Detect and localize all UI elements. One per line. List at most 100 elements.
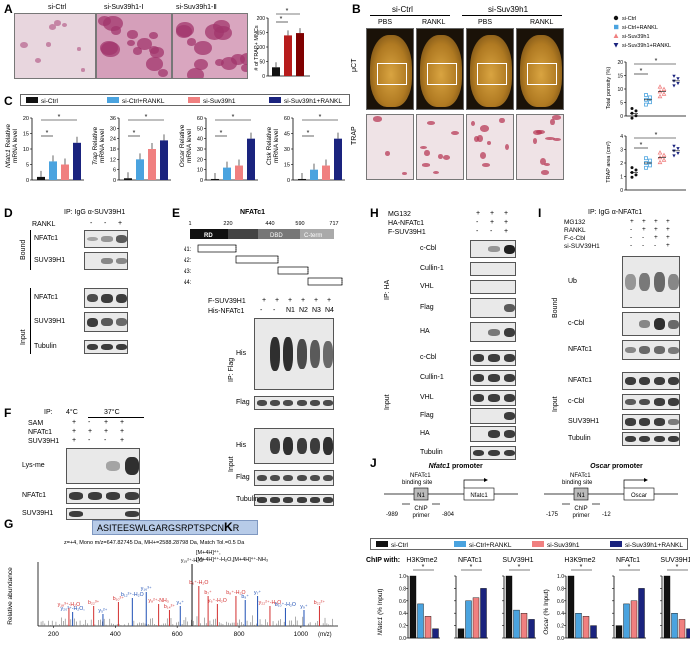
- j-legend-label: si-Suv39h1+RANKL: [625, 542, 683, 549]
- c-bar: [247, 138, 255, 180]
- f-suv-label: SUV39H1: [28, 438, 60, 445]
- i-band: [668, 435, 679, 443]
- h-blot-strip: [470, 426, 516, 442]
- e-blot-label: Flag: [236, 474, 250, 481]
- trap-cell: [241, 63, 247, 73]
- i-blot-label: c-Cbl: [568, 320, 585, 327]
- j-legend-swatch: [610, 541, 622, 547]
- c-bar: [334, 138, 342, 180]
- c-ytick-label: 30: [284, 147, 290, 153]
- j-map2-gene-label: Oscar: [631, 493, 647, 499]
- a-label-ctrl: si-Ctrl: [48, 4, 67, 11]
- h-band: [488, 394, 500, 402]
- h-ha-label: HA-NFATc1: [388, 220, 425, 227]
- e-band: [309, 339, 321, 369]
- b-traparea-ytick-label: 3: [620, 148, 623, 154]
- i-sign-mg: +: [630, 218, 634, 225]
- e-sign-his: N3: [312, 307, 321, 314]
- i-bound-label: Bound: [552, 297, 559, 318]
- trap-spot: [480, 152, 487, 160]
- h-sign-ha: -: [476, 219, 479, 226]
- b-traparea-sig-star: *: [640, 142, 643, 149]
- b-porosity-point: [644, 102, 648, 107]
- e-band: [309, 474, 321, 482]
- e-sign-fsuv: +: [314, 297, 319, 304]
- h-blot-strip: [470, 370, 516, 386]
- trap-cell: [62, 22, 68, 28]
- a-label-si1: si-Suv39h1-Ⅰ: [104, 4, 144, 11]
- d-blot-strip: [84, 340, 128, 354]
- j-bar: [480, 588, 487, 639]
- d-sign-3: +: [118, 220, 123, 227]
- e-sign-his: -: [260, 307, 263, 314]
- j-bar: [575, 613, 582, 639]
- j-bar: [472, 597, 480, 639]
- b-legend-marker-square: [614, 24, 619, 30]
- b-porosity-point: [648, 100, 652, 105]
- b-group-line-1: [370, 15, 450, 16]
- g-xtick-label: 400: [110, 631, 121, 638]
- b-legend-label: si-Ctrl+RANKL: [622, 25, 658, 31]
- panel-j-letter: J: [370, 456, 377, 470]
- d-input-label: Input: [20, 329, 27, 345]
- g-ms-spectrum: Relative abundance 200 400 600 800 1000 (m/z) y…: [7, 549, 338, 638]
- j-bar: [457, 628, 465, 639]
- trap-cell: [34, 57, 42, 63]
- f-band: [87, 492, 102, 500]
- trap-spot: [401, 171, 408, 176]
- b-traparea-point: [648, 158, 652, 163]
- b-traparea-point: [644, 165, 648, 170]
- trap-spot: [437, 154, 444, 159]
- b-porosity-point: [657, 93, 663, 99]
- a-ytick-label: 150: [257, 31, 266, 37]
- e-sign-fsuv: +: [262, 297, 267, 304]
- g-info: z=+4, Mono m/z=647.82745 Da, MH+=2588.28…: [64, 540, 245, 546]
- e-band: [296, 497, 307, 503]
- c-sig-star: *: [145, 114, 148, 121]
- trap-spot: [544, 136, 555, 140]
- h-band: [503, 244, 515, 254]
- e-band: [323, 340, 333, 368]
- e-coord-label: 1: [188, 221, 191, 227]
- c-bar: [322, 165, 330, 180]
- j-ylabel: Oscar (% Input): [543, 589, 550, 635]
- c-bar: [223, 167, 231, 180]
- e-band: [256, 474, 267, 482]
- h-band: [503, 374, 515, 382]
- d-band: [86, 343, 98, 351]
- g-peak-label: y₁₈³⁺-H₂O: [58, 602, 80, 608]
- e-band: [296, 474, 307, 482]
- d-blot-label: SUV39H1: [34, 318, 66, 325]
- trap-cell: [97, 15, 111, 27]
- trap-cell: [186, 37, 197, 46]
- e-sign-fsuv: +: [288, 297, 293, 304]
- i-sign-rankl: -: [630, 226, 633, 233]
- j-ytick-label: 0.4: [557, 611, 564, 617]
- b-traparea-point: [672, 144, 676, 148]
- a-trap-image-si1: [96, 13, 172, 79]
- trap-cell: [230, 53, 246, 66]
- b-traparea-ylabel: TRAP area (cm²): [606, 141, 612, 183]
- c-legend-label: si-Ctrl+RANKL: [122, 98, 165, 105]
- b-traparea-point: [634, 173, 638, 177]
- e-domain-map: 1 220 440 590 717 RD DBD C-term N1: N2: N3: N4:: [184, 221, 343, 286]
- c-legend-label: si-Suv39h1+RANKL: [284, 98, 342, 105]
- c-ytick-label: 20: [23, 116, 29, 122]
- b-traparea-point: [644, 156, 648, 161]
- i-band: [653, 398, 665, 406]
- c-bar: [235, 165, 243, 180]
- e-frag-bar: [235, 255, 279, 264]
- e-band: [296, 338, 307, 370]
- f-sign-suv: -: [104, 437, 107, 444]
- i-blot-strip: [622, 372, 680, 390]
- j-map1-n1-box: [413, 487, 429, 501]
- b-traparea-point: [676, 151, 680, 156]
- c-ytick-label: 0: [287, 178, 290, 184]
- j-mark-title: NFATc1: [616, 557, 640, 564]
- h-blot-strip: [470, 408, 516, 424]
- e-sign-his: N1: [286, 307, 295, 314]
- i-band: [624, 418, 636, 426]
- j-bar: [590, 625, 597, 639]
- i-band: [639, 435, 651, 443]
- h-band: [488, 328, 500, 336]
